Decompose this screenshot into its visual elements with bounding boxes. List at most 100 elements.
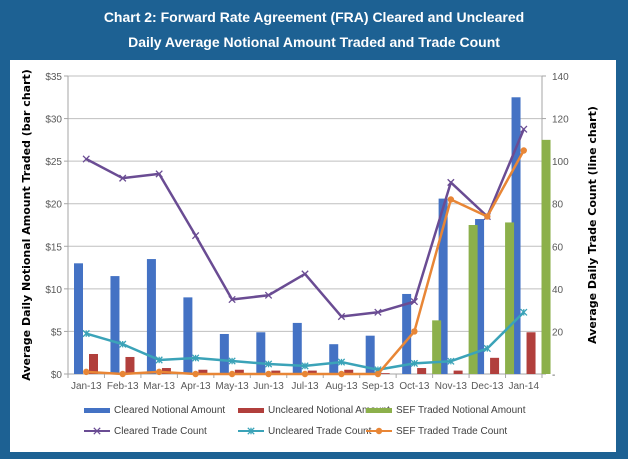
y2-tick-label: 140 — [552, 72, 569, 83]
bar-sef-traded-notional-amount — [541, 139, 551, 374]
y2-tick-label: - — [552, 370, 555, 381]
y2-tick-label: 20 — [552, 327, 564, 338]
legend-label: SEF Traded Trade Count — [396, 426, 507, 437]
y-axis-label: Average Daily Notional Amount Traded (ba… — [20, 69, 33, 381]
x-tick-label: Nov-13 — [435, 381, 468, 392]
data-point — [410, 359, 419, 368]
data-point — [447, 196, 455, 203]
bar-uncleared-notional-amount — [89, 353, 98, 374]
x-axis-ticks: Jan-13 Feb-13 Mar-13 Apr-13 May-13 Jun-13 Jul-… — [71, 381, 540, 392]
bar-cleared-notional-amount — [329, 344, 339, 374]
data-point — [82, 155, 90, 163]
bar-uncleared-notional-amount — [417, 368, 427, 374]
lines — [82, 125, 528, 378]
data-point — [337, 312, 346, 321]
bar-uncleared-notional-amount — [125, 356, 135, 374]
bar-cleared-notional-amount — [219, 333, 229, 374]
data-point — [119, 370, 126, 378]
y2-axis-label: Average Daily Trade Count (line chart) — [586, 106, 599, 344]
bar-cleared-notional-amount — [110, 276, 120, 374]
data-point — [155, 356, 163, 364]
bar-uncleared-notional-amount — [271, 370, 281, 374]
data-point — [83, 368, 90, 376]
x-tick-label: Dec-13 — [471, 381, 504, 392]
y-tick-label: $0 — [51, 370, 63, 381]
bars — [74, 97, 551, 375]
legend-swatch — [238, 408, 264, 413]
data-point — [191, 231, 200, 240]
legend-swatch — [84, 408, 110, 413]
x-tick-label: Jan-14 — [508, 381, 539, 392]
legend-marker — [375, 427, 383, 435]
data-point — [520, 125, 528, 133]
x-tick-label: Jul-13 — [291, 381, 319, 392]
bar-uncleared-notional-amount — [344, 369, 354, 374]
data-point — [338, 370, 345, 378]
x-tick-label: Oct-13 — [399, 381, 429, 392]
y2-tick-label: 120 — [552, 115, 569, 126]
x-tick-label: Aug-13 — [325, 381, 358, 392]
data-point — [520, 308, 528, 316]
data-point — [265, 370, 272, 378]
bar-cleared-notional-amount — [402, 293, 412, 374]
bar-uncleared-notional-amount — [307, 370, 317, 374]
x-tick-label: Mar-13 — [143, 381, 175, 392]
y-tick-label: $5 — [51, 327, 63, 338]
chart-svg: $0 $5 $10 $15 $20 $25 $30 $35 - 20 40 60 80 100 120 14… — [20, 69, 599, 437]
legend-label: Uncleared Trade Count — [268, 426, 372, 437]
chart-title-line2: Daily Average Notional Amount Traded and… — [128, 34, 500, 50]
data-point — [264, 360, 273, 368]
y2-tick-label: 100 — [552, 157, 569, 168]
y2-tick-label: 60 — [552, 242, 564, 253]
data-point — [155, 368, 163, 376]
bar-cleared-notional-amount — [511, 97, 521, 375]
y-tick-label: $25 — [45, 157, 62, 168]
data-point — [82, 329, 90, 338]
legend-marker — [93, 427, 101, 435]
bar-uncleared-notional-amount — [161, 368, 171, 374]
data-point — [228, 370, 236, 378]
data-point — [119, 174, 127, 182]
data-point — [301, 270, 309, 278]
x-tick-label: Jun-13 — [253, 381, 284, 392]
data-point — [192, 370, 199, 378]
legend: Cleared Notional Amount Uncleared Notiona… — [84, 405, 526, 437]
legend-label: Uncleared Notional Amount — [268, 405, 390, 416]
bar-cleared-notional-amount — [292, 322, 302, 374]
data-point — [374, 370, 382, 378]
left-axis-ticks: $0 $5 $10 $15 $20 $25 $30 $35 — [45, 72, 62, 381]
bar-cleared-notional-amount — [146, 259, 156, 374]
bar-cleared-notional-amount — [74, 263, 83, 374]
x-tick-label: May-13 — [215, 381, 249, 392]
legend-label: SEF Traded Notional Amount — [396, 405, 526, 416]
data-point — [484, 213, 491, 220]
y-tick-label: $15 — [45, 242, 62, 253]
data-point — [119, 340, 127, 348]
data-point — [520, 147, 527, 154]
x-tick-label: Sep-13 — [362, 381, 395, 392]
bar-cleared-notional-amount — [438, 198, 448, 374]
bar-cleared-notional-amount — [365, 335, 375, 374]
data-point — [411, 328, 418, 335]
bar-sef-traded-notional-amount — [505, 222, 515, 374]
data-point — [191, 354, 200, 362]
data-point — [337, 358, 346, 366]
data-point — [301, 370, 309, 378]
x-tick-label: Feb-13 — [107, 381, 139, 392]
data-point — [228, 357, 236, 365]
data-point — [483, 344, 491, 353]
bar-uncleared-notional-amount — [490, 357, 500, 374]
bar-sef-traded-notional-amount — [432, 320, 442, 374]
data-point — [228, 295, 236, 304]
bar-uncleared-notional-amount — [198, 369, 208, 374]
y-tick-label: $30 — [45, 115, 62, 126]
bar-sef-traded-notional-amount — [468, 225, 478, 374]
data-point — [155, 170, 163, 178]
y-tick-label: $10 — [45, 285, 62, 296]
legend-label: Cleared Trade Count — [114, 426, 207, 437]
y-tick-label: $20 — [45, 200, 62, 211]
y2-tick-label: 40 — [552, 285, 564, 296]
data-point — [447, 357, 455, 365]
bar-cleared-notional-amount — [256, 332, 266, 374]
y-tick-label: $35 — [45, 72, 62, 83]
